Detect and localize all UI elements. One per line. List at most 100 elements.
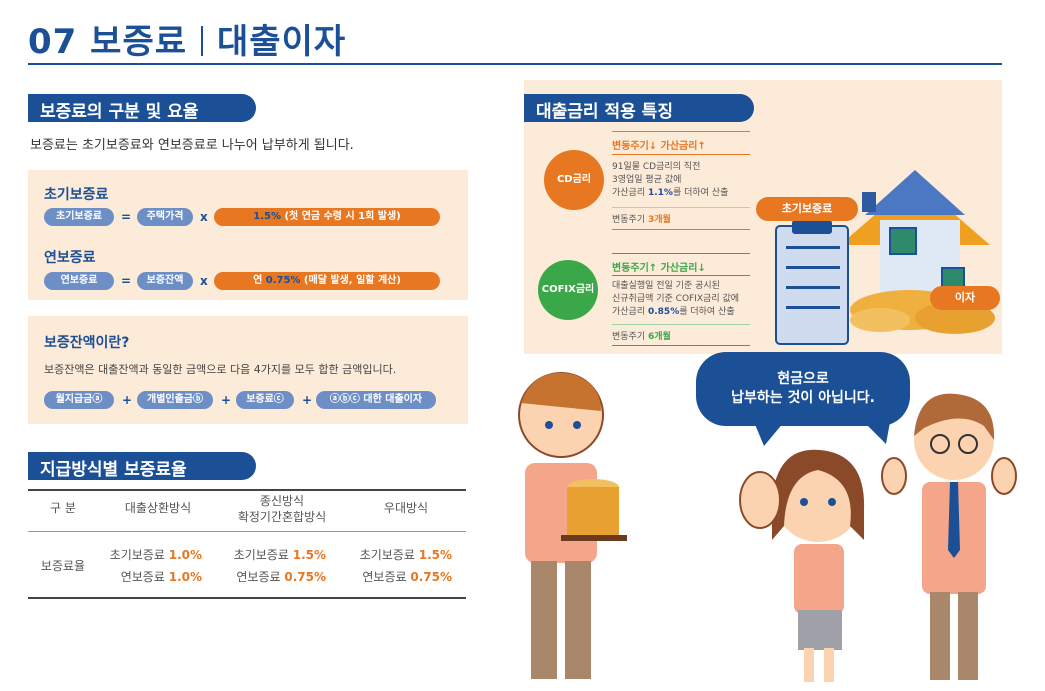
annual-rate-note: (매달 발생, 일할 계산) xyxy=(300,275,401,286)
annual-rate-prefix: 연 xyxy=(253,275,266,286)
times-sign: x xyxy=(200,274,208,288)
suit-man-hand xyxy=(991,457,1017,495)
table-mid-rule xyxy=(28,531,466,532)
page-title: 07 보증료 대출이자 xyxy=(28,14,346,63)
cd-rate-text: 91일물 CD금리의 직전 3영업일 평균 값에 가산금리 1.1%를 더하여 … xyxy=(612,161,728,200)
plus-sign: + xyxy=(302,393,313,407)
balance-desc: 보증잔액은 대출잔액과 동일한 금액으로 다음 4가지를 모두 합한 금액입니다… xyxy=(44,363,397,376)
woman-raised-hand xyxy=(739,471,781,529)
cell-annual-value: 0.75% xyxy=(410,570,452,584)
annual-fee-title: 연보증료 xyxy=(44,250,96,266)
section-heading-rate-table: 지급방식별 보증료율 xyxy=(28,452,256,480)
checklist-line xyxy=(786,306,840,309)
equals-sign: = xyxy=(121,210,132,224)
initial-fee-pill: 초기보증료 xyxy=(44,208,114,226)
table-row-label: 보증료율 xyxy=(40,559,86,573)
speech-bubble xyxy=(696,352,910,446)
checklist-line xyxy=(786,246,840,249)
cell-initial-value: 1.0% xyxy=(168,548,202,562)
clipboard-illustration xyxy=(775,220,849,345)
bubble-tail xyxy=(864,422,890,444)
cd-spread-value: 1.1% xyxy=(647,188,673,198)
glasses-icon xyxy=(930,434,950,454)
cell-annual-value: 1.0% xyxy=(168,570,202,584)
cofix-foot-rule xyxy=(612,324,750,325)
cell-initial-label: 초기보증료 xyxy=(233,548,289,562)
cd-top-rule xyxy=(612,131,750,132)
cofix-head-rule xyxy=(612,275,750,276)
cofix-rate-foot: 변동주기 6개월 xyxy=(612,329,671,342)
cofix-top-rule xyxy=(612,253,750,254)
man-eye xyxy=(573,421,581,429)
suit-man-hand xyxy=(881,457,907,495)
suit-man-hair xyxy=(914,393,995,440)
annual-rate-value: 0.75% xyxy=(265,275,301,286)
suit-man-tie xyxy=(948,482,960,558)
cofix-spread-value: 0.85% xyxy=(647,307,680,317)
cofix-line-3-post: 를 더하여 산출 xyxy=(679,307,735,317)
initial-rate-value: 1.5% xyxy=(253,211,281,222)
house-upper-roof xyxy=(865,170,965,215)
annual-rate-pill: 연 0.75% (매달 발생, 일할 계산) xyxy=(214,272,440,290)
table-header-repayment: 대출상환방식 xyxy=(124,501,192,515)
bubble-tail xyxy=(754,422,784,446)
equals-sign: = xyxy=(121,274,132,288)
balance-item-3: 보증료ⓒ xyxy=(236,391,294,409)
woman-leg xyxy=(804,648,814,682)
house-chimney xyxy=(862,192,876,212)
suit-man-leg xyxy=(958,592,978,680)
balance-item-4: ⓐⓑⓒ 대한 대출이자 xyxy=(316,391,436,409)
clipboard-clip xyxy=(792,220,832,234)
balance-item-1: 월지급금ⓐ xyxy=(44,391,114,409)
woman-skirt xyxy=(798,610,842,650)
bubble-line-2: 납부하는 것이 아닙니다. xyxy=(731,390,875,406)
table-header-category: 구 분 xyxy=(50,501,76,515)
cell-annual-label: 연보증료 xyxy=(236,570,281,584)
balance-title: 보증잔액이란? xyxy=(44,335,130,351)
plus-sign: + xyxy=(122,393,133,407)
woman-eye xyxy=(800,498,808,506)
man-carrying-coins-illustration xyxy=(518,372,627,679)
man-eye xyxy=(545,421,553,429)
title-right: 대출이자 xyxy=(217,22,347,62)
man-leg xyxy=(531,561,557,679)
table-cell-repayment: 초기보증료 1.0% 연보증료 1.0% xyxy=(98,547,218,585)
initial-rate-note: (첫 연금 수령 시 1회 발생) xyxy=(280,211,401,222)
initial-fee-title: 초기보증료 xyxy=(44,187,109,203)
coin-pile xyxy=(915,302,995,334)
balance-item-2: 개별인출금ⓑ xyxy=(137,391,213,409)
woman-eye xyxy=(828,498,836,506)
initial-fee-tag: 초기보증료 xyxy=(756,197,858,221)
lifetime-label: 종신방식 xyxy=(259,494,305,508)
cofix-line-3-pre: 가산금리 xyxy=(612,307,648,317)
bubble-text: 현금으로 납부하는 것이 아닙니다. xyxy=(696,370,910,408)
house-price-pill: 주택가격 xyxy=(137,208,193,226)
cell-annual-value: 0.75% xyxy=(284,570,326,584)
table-top-rule xyxy=(28,489,466,491)
woman-leg xyxy=(824,648,834,682)
cd-line-3-post: 를 더하여 산출 xyxy=(672,188,729,198)
cofix-rate-heading: 변동주기↑ 가산금리↓ xyxy=(612,263,706,274)
cd-rate-circle: CD금리 xyxy=(544,150,604,210)
title-rule xyxy=(28,63,1002,65)
section-heading-rates: 대출금리 적용 특징 xyxy=(524,94,754,122)
title-separator xyxy=(201,26,204,56)
interest-tag: 이자 xyxy=(930,286,1000,310)
coin-stack xyxy=(567,487,619,537)
cofix-rate-circle: COFIX금리 xyxy=(538,260,598,320)
suit-man-leg xyxy=(930,592,950,680)
table-header-preferential: 우대방식 xyxy=(383,501,429,515)
coin-tray xyxy=(561,535,627,541)
cofix-rate-text: 대출실행일 전일 기준 공시된 신규취급액 기준 COFIX금리 값에 가산금리… xyxy=(612,280,739,319)
woman-body xyxy=(794,544,844,614)
fixed-mixed-label: 확정기간혼합방식 xyxy=(237,510,327,524)
cofix-line-1: 대출실행일 전일 기준 공시된 xyxy=(612,281,720,291)
house-window xyxy=(941,267,965,289)
initial-rate-pill: 1.5% (첫 연금 수령 시 1회 발생) xyxy=(214,208,440,226)
man-leg xyxy=(565,561,591,679)
cd-period-label: 변동주기 xyxy=(612,215,648,225)
table-bottom-rule xyxy=(28,597,466,599)
cell-initial-label: 초기보증료 xyxy=(109,548,165,562)
house-window xyxy=(889,227,917,255)
